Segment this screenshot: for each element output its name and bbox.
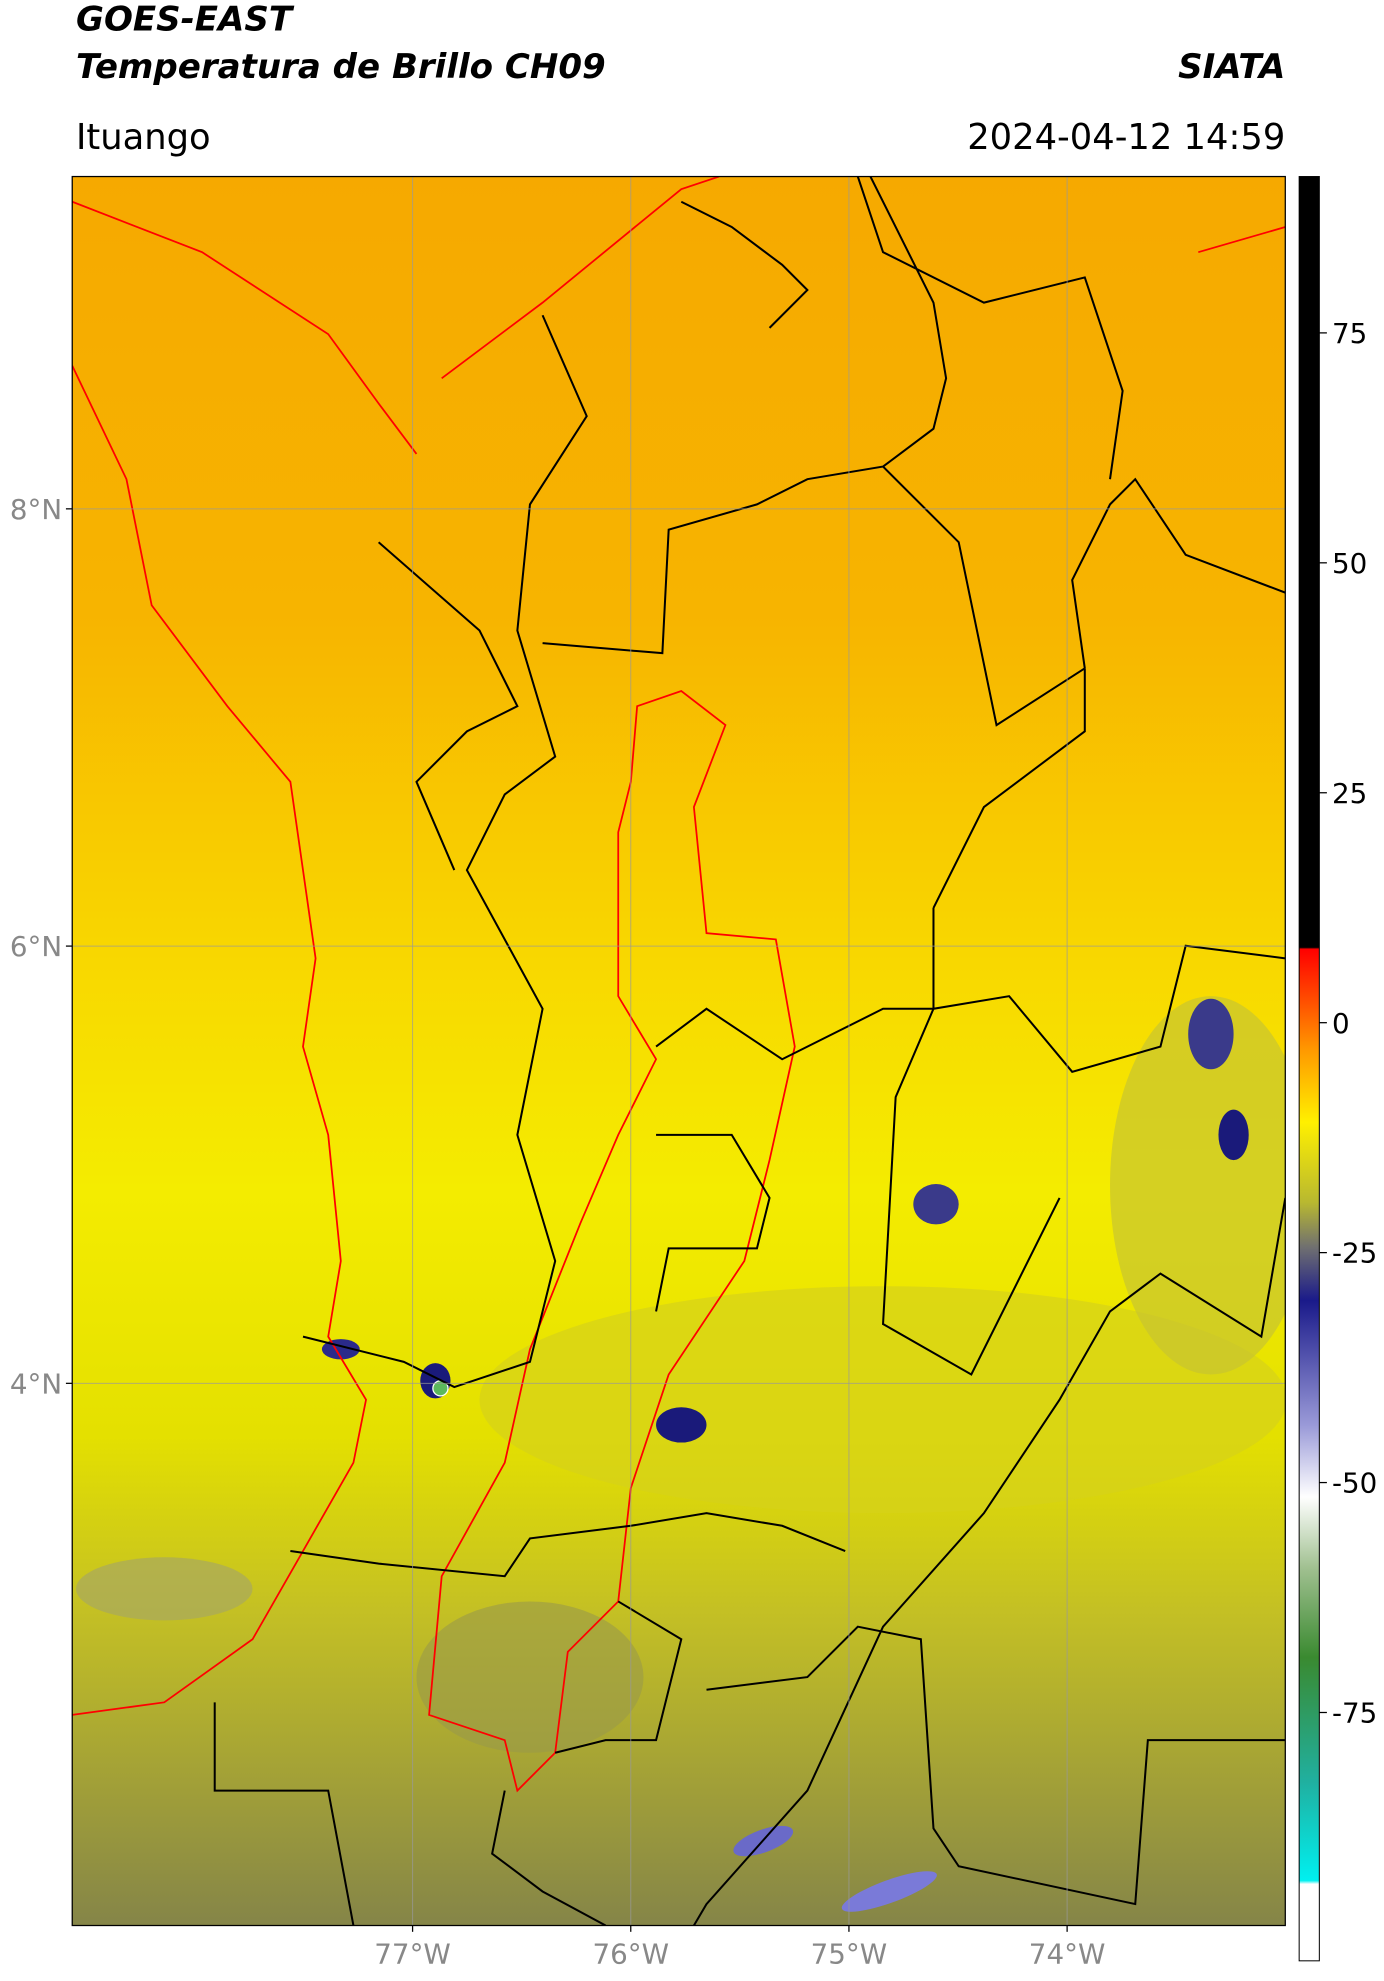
lon-tick-label: 77°W [374, 1937, 451, 1970]
lat-tick-label: 6°N [10, 930, 62, 963]
datetime: 2024-04-12 14:59 [967, 117, 1285, 158]
lon-tick-label: 76°W [592, 1937, 669, 1970]
region: Ituango [76, 117, 211, 158]
colorbar-tick-label: 50 [1332, 547, 1367, 580]
lat-tick-label: 8°N [10, 493, 62, 526]
lon-tick-label: 74°W [1029, 1937, 1106, 1970]
map-frame [71, 175, 1286, 1927]
colorbar-tick-label: 25 [1332, 777, 1367, 810]
organization: SIATA [1178, 47, 1285, 87]
colorbar-tick-label: 0 [1332, 1007, 1350, 1040]
colorbar-tick-label: -50 [1332, 1467, 1377, 1500]
lon-tick-label: 75°W [811, 1937, 888, 1970]
colorbar-tick-label: -75 [1332, 1697, 1377, 1730]
map-image [72, 176, 1286, 1926]
colorbar [1298, 176, 1320, 1962]
title-product: Temperatura de Brillo CH09 [76, 47, 606, 87]
colorbar-tick-label: -25 [1332, 1237, 1377, 1270]
lat-tick-label: 4°N [10, 1367, 62, 1400]
title-satellite: GOES-EAST [76, 0, 295, 39]
colorbar-tick-label: 75 [1332, 317, 1367, 350]
grid [72, 176, 1286, 1926]
